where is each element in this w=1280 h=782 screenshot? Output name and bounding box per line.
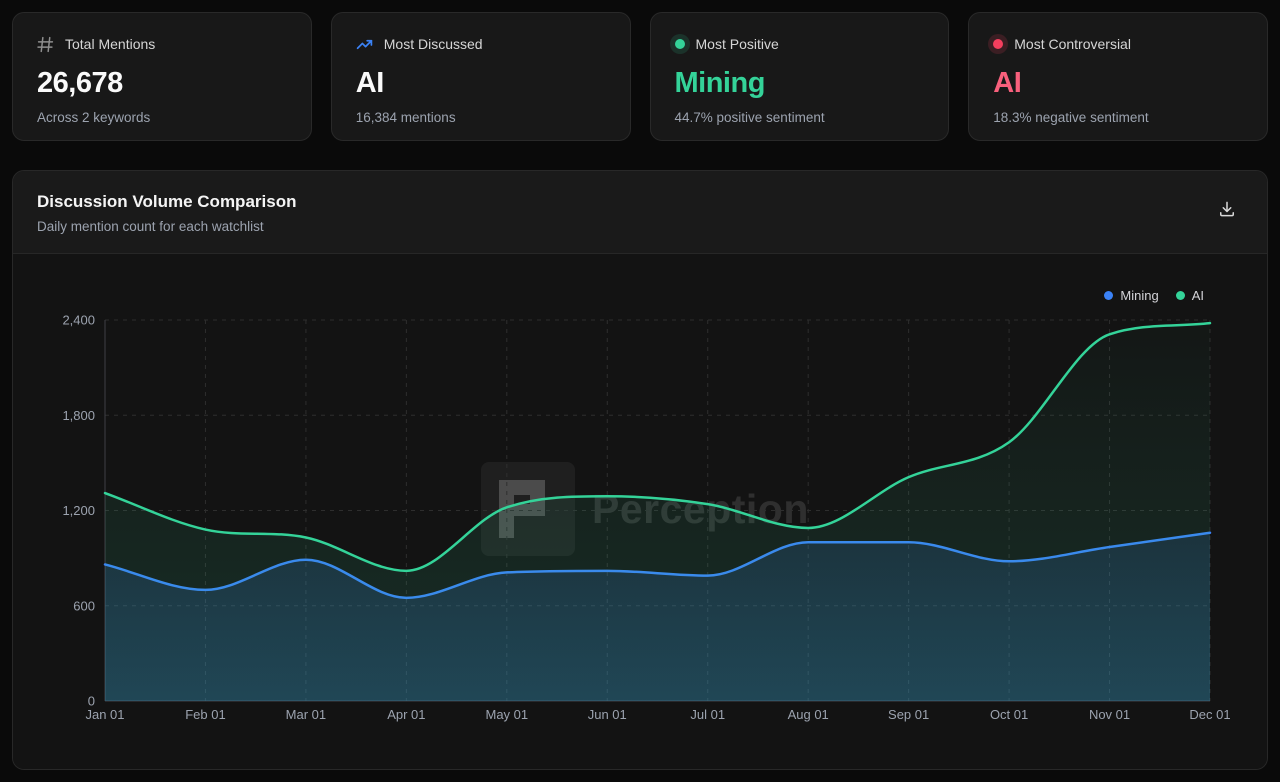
svg-text:1,800: 1,800 [62,408,95,423]
download-icon [1220,201,1234,217]
svg-text:Apr 01: Apr 01 [387,707,425,722]
chart-subtitle: Daily mention count for each watchlist [37,219,264,234]
card-value: AI [993,67,1022,99]
stat-card-most-discussed: Most Discussed AI 16,384 mentions [330,12,631,141]
svg-text:1,200: 1,200 [62,503,95,518]
svg-text:Feb 01: Feb 01 [185,707,225,722]
svg-text:Dec 01: Dec 01 [1189,707,1230,722]
card-value: 26,678 [37,67,123,99]
hash-icon [37,36,54,52]
legend-item-ai[interactable]: AI [1175,288,1204,303]
card-value: Mining [674,67,766,99]
svg-text:0: 0 [88,694,95,709]
stat-card-most-controversial: Most Controversial AI 18.3% negative sen… [968,12,1268,141]
svg-text:600: 600 [73,598,95,613]
mining-legend-dot-icon [1104,291,1114,300]
stat-card-total-mentions: Total Mentions 26,678 Across 2 keywords [12,12,312,141]
legend-label: Mining [1120,288,1159,303]
svg-text:Aug 01: Aug 01 [788,707,829,722]
card-label: Most Discussed [383,36,483,52]
card-subtext: Across 2 keywords [37,110,151,125]
legend-item-mining[interactable]: Mining [1104,288,1159,303]
stat-card-most-positive: Most Positive Mining 44.7% positive sent… [649,12,950,141]
card-subtext: 16,384 mentions [355,110,456,125]
svg-text:2,400: 2,400 [62,313,95,328]
trending-up-icon [356,39,373,49]
svg-text:Oct 01: Oct 01 [990,707,1028,722]
card-subtext: 44.7% positive sentiment [674,110,825,125]
download-button[interactable] [1209,191,1245,227]
svg-text:Sep 01: Sep 01 [888,707,929,722]
red-dot-icon [993,39,1004,49]
svg-text:Jun 01: Jun 01 [588,707,627,722]
volume-area-chart: 0 600 1,200 1,800 2,400 Jan 01 Feb 01 Mar 01 Apr… [62,313,1230,723]
card-value: AI [355,67,384,99]
svg-text:Mar 01: Mar 01 [286,707,326,722]
svg-text:May 01: May 01 [485,707,528,722]
svg-text:Nov 01: Nov 01 [1089,707,1130,722]
stats-row: Total Mentions 26,678 Across 2 keywords … [12,12,1268,141]
card-label: Most Controversial [1014,36,1131,52]
chart-title: Discussion Volume Comparison [37,192,297,211]
card-subtext: 18.3% negative sentiment [993,110,1149,125]
chart-legend: Mining AI [1104,288,1204,303]
legend-label: AI [1191,288,1204,303]
discussion-volume-card: Discussion Volume Comparison Daily menti… [12,170,1268,770]
card-label: Total Mentions [65,36,156,52]
svg-text:Jan 01: Jan 01 [85,707,124,722]
card-label: Most Positive [695,36,779,52]
svg-text:Jul 01: Jul 01 [690,707,725,722]
chart-header: Discussion Volume Comparison Daily menti… [13,171,1267,254]
ai-legend-dot-icon [1175,291,1185,300]
green-dot-icon [674,39,685,49]
